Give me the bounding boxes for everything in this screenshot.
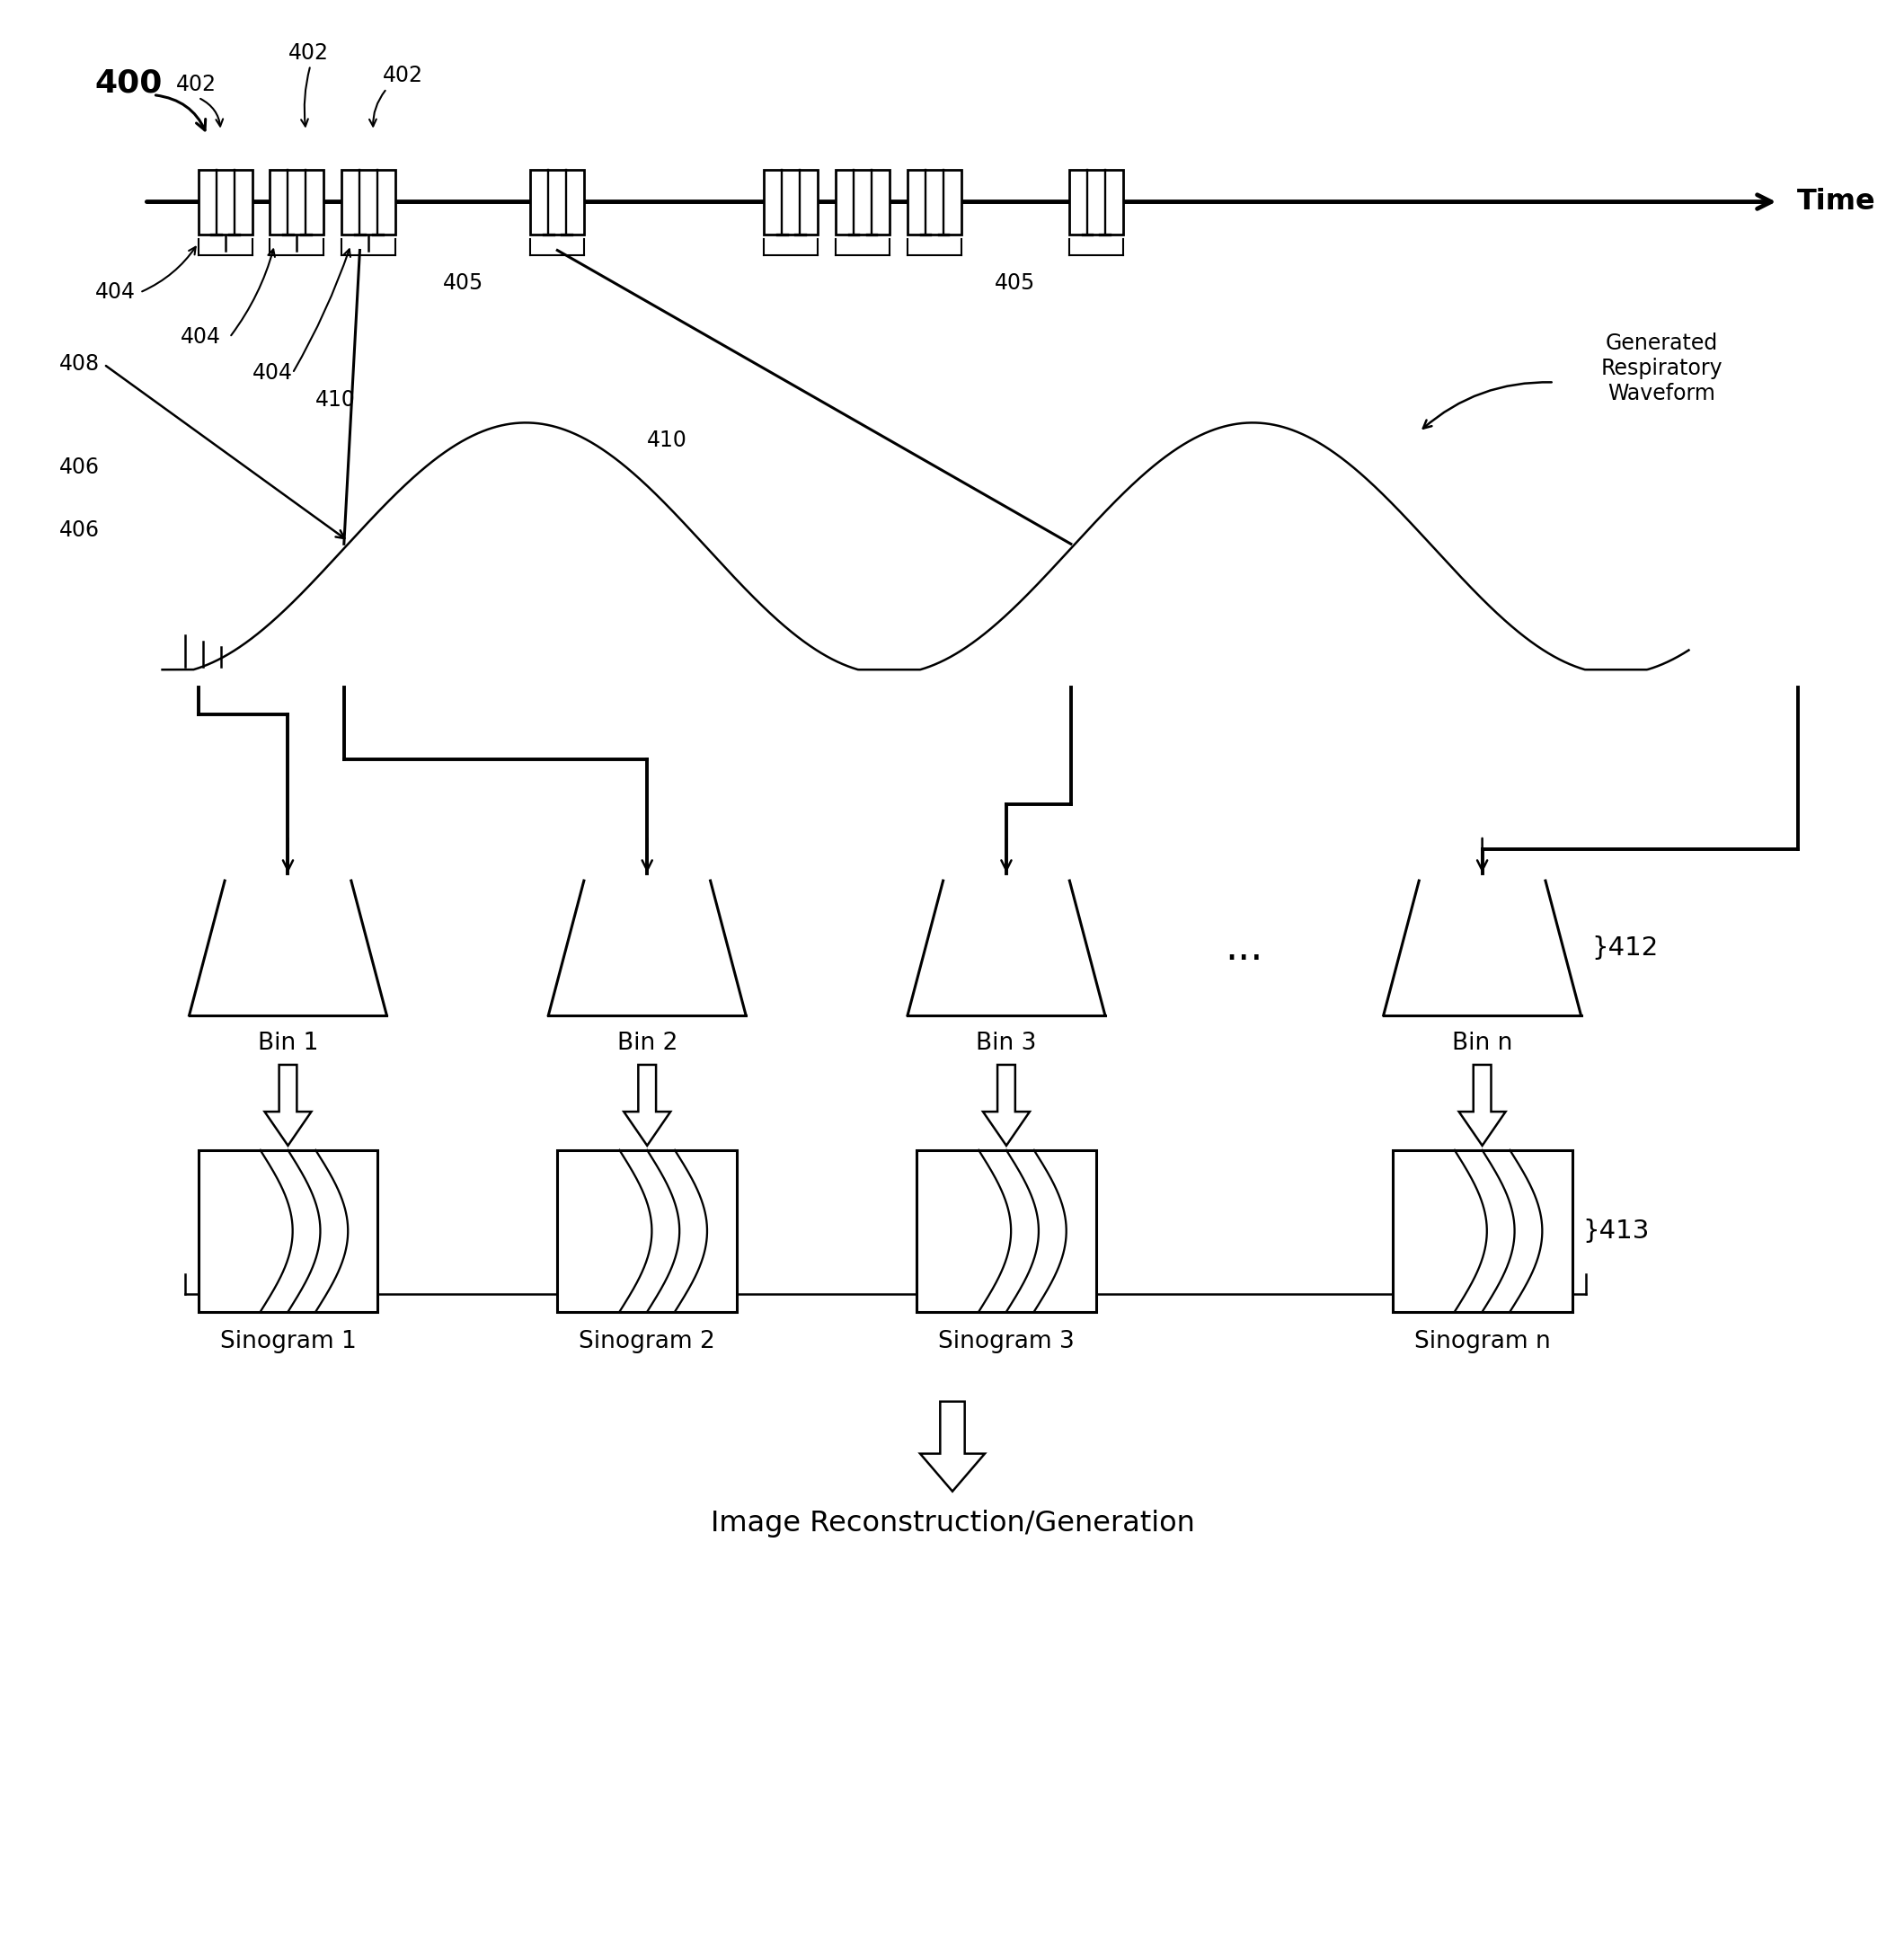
Text: 405: 405	[996, 272, 1036, 293]
Text: Sinogram 3: Sinogram 3	[939, 1330, 1074, 1353]
Text: 402: 402	[288, 43, 327, 64]
Text: 404: 404	[181, 326, 221, 347]
Bar	[270, 169, 324, 235]
Text: 408: 408	[59, 353, 99, 375]
Text: }413: }413	[1582, 1219, 1649, 1244]
Text: 406: 406	[59, 456, 99, 477]
Text: 410: 410	[314, 390, 356, 411]
Bar	[908, 169, 962, 235]
Text: 402: 402	[175, 74, 217, 95]
Bar	[343, 169, 396, 235]
Bar	[764, 169, 817, 235]
Text: 410: 410	[647, 429, 687, 452]
Text: Bin n: Bin n	[1453, 1031, 1512, 1054]
Bar	[558, 1151, 737, 1312]
Text: Image Reconstruction/Generation: Image Reconstruction/Generation	[710, 1510, 1194, 1537]
Text: 405: 405	[444, 272, 484, 293]
Polygon shape	[265, 1066, 312, 1145]
Bar	[1392, 1151, 1573, 1312]
Text: Bin 1: Bin 1	[257, 1031, 318, 1054]
Text: Bin 2: Bin 2	[617, 1031, 678, 1054]
Bar	[916, 1151, 1097, 1312]
Text: 402: 402	[383, 64, 423, 85]
Bar	[198, 1151, 377, 1312]
Text: 400: 400	[95, 68, 162, 99]
Text: }412: }412	[1592, 936, 1658, 961]
Text: 404: 404	[251, 363, 293, 384]
Text: Generated
Respiratory
Waveform: Generated Respiratory Waveform	[1601, 334, 1723, 404]
Text: ...: ...	[1226, 928, 1264, 967]
Text: Sinogram 2: Sinogram 2	[579, 1330, 716, 1353]
Polygon shape	[1458, 1066, 1506, 1145]
Bar	[1070, 169, 1123, 235]
Bar	[198, 169, 251, 235]
Polygon shape	[625, 1066, 670, 1145]
Text: Sinogram 1: Sinogram 1	[219, 1330, 356, 1353]
Text: Bin 3: Bin 3	[977, 1031, 1036, 1054]
Bar	[531, 169, 585, 235]
Bar	[836, 169, 889, 235]
Polygon shape	[982, 1066, 1030, 1145]
Polygon shape	[920, 1401, 984, 1491]
Text: Time: Time	[1797, 188, 1875, 215]
Text: Sinogram n: Sinogram n	[1415, 1330, 1550, 1353]
Text: 406: 406	[59, 520, 99, 542]
Text: 404: 404	[95, 281, 135, 303]
